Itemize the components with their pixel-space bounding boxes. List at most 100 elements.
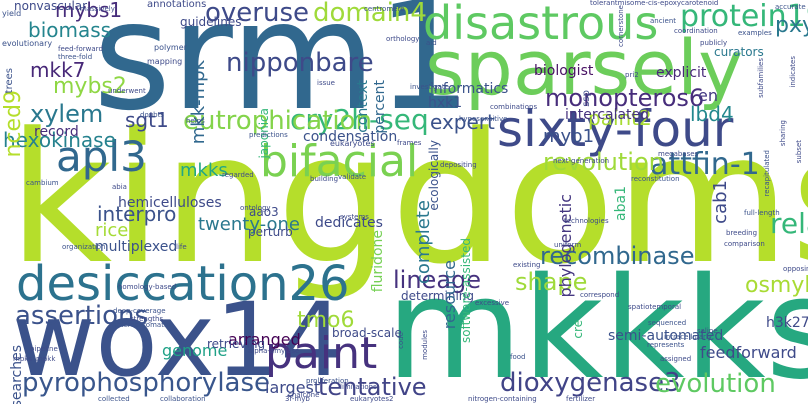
word-intercalated: fluridone: [370, 230, 386, 293]
word-orthology: orthology: [386, 35, 420, 43]
word-mkkks: mkkks: [386, 248, 808, 404]
word-wox14: wox14: [12, 281, 345, 400]
word-attfin-1: attfin-1: [650, 147, 760, 182]
word-validate: validate: [338, 173, 367, 181]
word-underwent: underwent: [108, 87, 146, 95]
word-ssp: annotations: [147, 0, 207, 10]
word-shape: shape: [515, 268, 588, 296]
word-existing: existing: [513, 261, 541, 269]
word-complete: multiplexed: [95, 239, 178, 255]
word-eutrophication: eutrophication: [183, 106, 372, 136]
word-represents: represents: [647, 341, 685, 349]
word-perturb: intercalated: [565, 107, 650, 123]
word-searches: yield: [2, 9, 22, 18]
word-resource: software-assisted: [459, 238, 473, 344]
word-homology-based: homology-based: [118, 283, 177, 291]
word-disastrous: disastrous: [423, 0, 659, 50]
word-protein19: protein19: [680, 0, 808, 34]
word-fertilizer: fertilizer: [566, 395, 596, 403]
word-expert: tmo6: [297, 308, 355, 333]
word-recapitulated: recapitulated: [763, 150, 771, 197]
word-examples: examples: [738, 29, 772, 37]
word-spatiotemporal: spatiotemporal: [628, 303, 682, 311]
word-emphasis: ssp: [581, 90, 592, 107]
word-nonvascular: context: [355, 80, 371, 133]
word-chalcone: chalcone: [288, 391, 320, 399]
word-sharing: sharing: [779, 120, 787, 147]
word-accurate: accurate: [775, 3, 806, 11]
word-massively: massively: [80, 5, 115, 13]
word-condensation: curators: [714, 45, 764, 59]
word-nipponbare: nipponbare: [226, 48, 374, 78]
word-publicly: publicly: [700, 39, 728, 47]
word-opposing: opposing: [783, 265, 808, 273]
word-tolerant: tolerantmisome-cis-epoxycarotenoid: [590, 0, 719, 7]
word-japonica: feedforward: [700, 343, 797, 362]
word-saline: saline: [697, 327, 718, 335]
word-building: building: [310, 175, 339, 183]
word-bifacial: bifacial: [260, 136, 419, 187]
word-monopteros6: monopteros6: [545, 84, 705, 112]
word-pipeline: pipeline: [30, 345, 58, 353]
word-percent: h3k27me3-marked: [766, 315, 808, 331]
word-collaboration: collaboration: [160, 395, 206, 403]
word-investigate: investigate: [410, 83, 449, 91]
word-interpro: mkks: [180, 160, 228, 181]
word-ancient: ancient: [650, 17, 677, 25]
word-mapping: mapping: [147, 57, 183, 66]
word-tentative: tentative: [318, 373, 427, 401]
word-xylem: xylem: [30, 100, 104, 128]
word-uniform: uniform: [554, 241, 582, 249]
word-indicates: indicates: [789, 56, 797, 88]
word-predictions: predictions: [249, 131, 288, 139]
word-hexokinase: hexokinase: [3, 128, 116, 152]
word-kingdoms: kingdoms: [8, 95, 808, 304]
word-mpks: mpks: [13, 355, 32, 363]
word-multiplexed: resource: [440, 260, 459, 330]
word-related41: nced9: [1, 90, 26, 158]
word-cry2h-seq: cry2h-seq: [290, 103, 429, 136]
word-breeding: breeding: [726, 229, 758, 237]
word-pri2: pri2: [625, 71, 639, 79]
word-arranged: twenty-one: [198, 214, 300, 235]
word-tmo6: recombinase: [540, 242, 695, 270]
word-regarded: regarded: [222, 171, 254, 179]
word-life: life: [176, 243, 187, 251]
word-sequenced: sequenced: [648, 319, 687, 327]
word-technologies: technologies: [564, 217, 609, 225]
word-annotations: guidelines: [180, 15, 242, 29]
word-food: food: [510, 353, 526, 361]
word-evolution: evolution: [655, 369, 776, 399]
word-recombinase: lbd4: [690, 102, 734, 126]
word-srm1: srm1: [93, 0, 472, 144]
word-evolutionary: evolutionary: [2, 39, 53, 48]
word-mkk7: mkk-mpk: [188, 60, 209, 145]
word-strengths: strengths: [130, 315, 164, 323]
word-aba1: retrieving: [207, 337, 266, 351]
word-subset: subset: [795, 140, 803, 164]
word-curators: biologist: [534, 63, 594, 79]
word-informatics: complete: [413, 200, 434, 285]
word-doubts: doubts: [140, 111, 164, 119]
word-excessive: excessive: [475, 299, 510, 307]
word-paint: paint: [265, 328, 378, 379]
word-cornerstone: cornerstone: [617, 5, 625, 47]
word-polymer: polymer: [154, 43, 187, 52]
word-intracellularly: intracellularly: [664, 333, 712, 341]
word-three-fold: three-fold: [58, 53, 93, 61]
word-combinations: combinations: [490, 103, 538, 111]
word-cambium: cambium: [26, 179, 59, 187]
word-mkks: osmybs1: [745, 273, 808, 298]
word-assertions: assertions: [15, 301, 149, 331]
word-cre: nonvascular: [14, 0, 88, 13]
word-comparison: comparison: [724, 240, 765, 248]
word-ecologically: cre: [571, 320, 585, 339]
word-mpkk: mpkk: [36, 355, 56, 363]
word-pxy: mybs2: [53, 74, 127, 99]
word-3r-myb: 3r-myb: [285, 395, 310, 403]
word-sparsely: sparsely: [425, 23, 744, 112]
word-assigned: assigned: [660, 355, 692, 363]
word-issue: issue: [317, 79, 335, 87]
word-largest: rice: [95, 220, 129, 241]
